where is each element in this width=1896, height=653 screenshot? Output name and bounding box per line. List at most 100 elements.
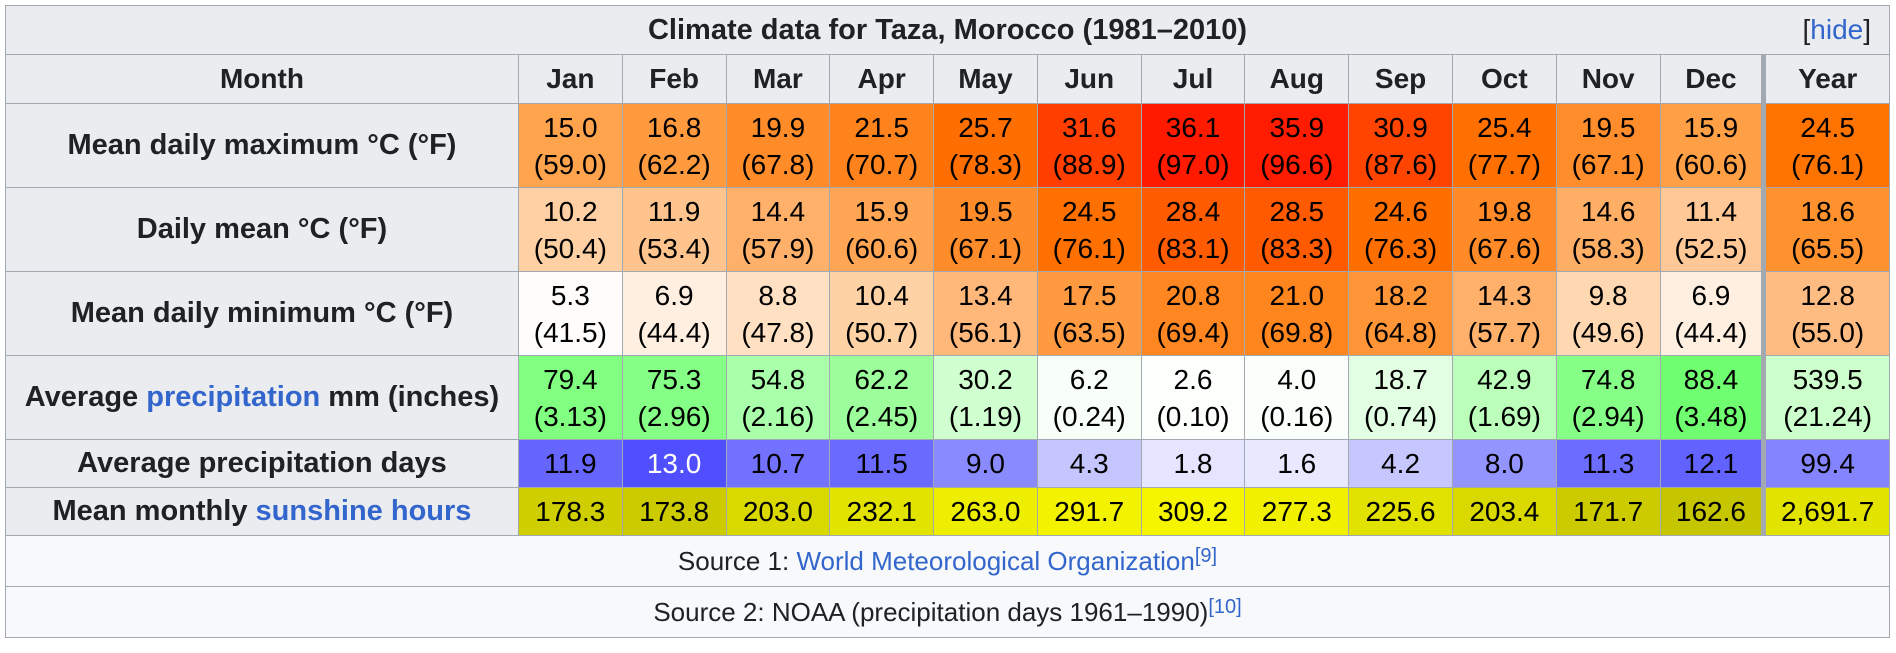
data-cell: 277.3 bbox=[1244, 487, 1350, 536]
cell-value: 2.6 bbox=[1173, 363, 1213, 395]
data-cell: 18.6 (65.5) bbox=[1761, 187, 1890, 272]
cell-fahrenheit: (44.4) bbox=[1674, 316, 1748, 348]
row-label-link[interactable]: sunshine hours bbox=[255, 495, 472, 527]
source-text: Source 1: World Meteorological Organizat… bbox=[5, 535, 1890, 587]
reference-link[interactable]: [10] bbox=[1208, 595, 1242, 618]
cell-fahrenheit: (83.3) bbox=[1260, 232, 1334, 264]
cell-fahrenheit: (67.1) bbox=[1571, 148, 1645, 180]
month-header-jan: Jan bbox=[517, 54, 623, 104]
cell-value: 19.5 bbox=[958, 195, 1013, 227]
cell-value: 31.6 bbox=[1061, 111, 1117, 143]
cell-fahrenheit: (69.4) bbox=[1156, 316, 1230, 348]
cell-value: 24.5 bbox=[1061, 195, 1117, 227]
cell-fahrenheit: (62.2) bbox=[637, 148, 711, 180]
data-cell: 12.8 (55.0) bbox=[1761, 271, 1890, 356]
cell-value: 225.6 bbox=[1365, 496, 1436, 527]
data-cell: 99.4 bbox=[1761, 439, 1890, 488]
cell-value: 12.8 bbox=[1800, 279, 1855, 311]
cell-value: 15.9 bbox=[854, 195, 909, 227]
data-cell: 10.7 bbox=[725, 439, 831, 488]
data-cell: 17.5 (63.5) bbox=[1036, 271, 1142, 356]
cell-fahrenheit: (1.19) bbox=[948, 400, 1023, 432]
cell-fahrenheit: (69.8) bbox=[1260, 316, 1334, 348]
cell-fahrenheit: (50.7) bbox=[845, 316, 919, 348]
data-cell: 10.2 (50.4) bbox=[517, 187, 623, 272]
cell-fahrenheit: (60.6) bbox=[1674, 148, 1748, 180]
cell-value: 6.2 bbox=[1069, 363, 1109, 395]
cell-fahrenheit: (58.3) bbox=[1571, 232, 1645, 264]
cell-value: 19.8 bbox=[1477, 195, 1532, 227]
cell-value: 4.3 bbox=[1069, 448, 1109, 479]
cell-fahrenheit: (55.0) bbox=[1791, 316, 1865, 348]
table-row: Average precipitation days 11.9 13.0 10.7 11… bbox=[5, 439, 1890, 488]
cell-value: 203.0 bbox=[742, 496, 813, 527]
month-header-jun: Jun bbox=[1036, 54, 1142, 104]
data-cell: 30.9 (87.6) bbox=[1348, 103, 1453, 188]
data-cell: 6.2 (0.24) bbox=[1036, 355, 1142, 440]
source-link[interactable]: World Meteorological Organization bbox=[796, 545, 1195, 576]
cell-fahrenheit: (1.69) bbox=[1467, 400, 1541, 432]
cell-value: 79.4 bbox=[543, 363, 598, 395]
cell-value: 54.8 bbox=[750, 363, 806, 395]
cell-value: 16.8 bbox=[646, 111, 702, 143]
month-header-mar: Mar bbox=[725, 54, 831, 104]
cell-fahrenheit: (2.16) bbox=[741, 400, 815, 432]
data-cell: 309.2 bbox=[1140, 487, 1246, 536]
cell-value: 14.4 bbox=[750, 195, 806, 227]
data-cell: 24.6 (76.3) bbox=[1348, 187, 1453, 272]
data-cell: 11.9 (53.4) bbox=[621, 187, 727, 272]
data-cell: 1.8 bbox=[1140, 439, 1246, 488]
cell-value: 263.0 bbox=[950, 496, 1021, 527]
cell-fahrenheit: (67.6) bbox=[1467, 232, 1541, 264]
data-cell: 14.6 (58.3) bbox=[1555, 187, 1661, 272]
data-cell: 13.0 bbox=[621, 439, 727, 488]
data-cell: 6.9 (44.4) bbox=[621, 271, 727, 356]
cell-value: 17.5 bbox=[1061, 279, 1117, 311]
cell-value: 10.4 bbox=[854, 279, 909, 311]
cell-fahrenheit: (59.0) bbox=[533, 148, 607, 180]
cell-fahrenheit: (88.9) bbox=[1052, 148, 1126, 180]
data-cell: 9.0 bbox=[933, 439, 1038, 488]
cell-value: 11.9 bbox=[544, 448, 597, 479]
row-label: Daily mean °C (°F) bbox=[5, 187, 519, 272]
reference-link[interactable]: [9] bbox=[1194, 544, 1218, 567]
data-cell: 21.5 (70.7) bbox=[829, 103, 935, 188]
data-cell: 25.7 (78.3) bbox=[933, 103, 1038, 188]
data-cell: 10.4 (50.7) bbox=[829, 271, 935, 356]
data-cell: 8.8 (47.8) bbox=[725, 271, 831, 356]
hide-link[interactable]: hide bbox=[1810, 14, 1864, 45]
cell-value: 88.4 bbox=[1683, 363, 1739, 395]
cell-value: 21.0 bbox=[1269, 279, 1325, 311]
data-cell: 12.1 bbox=[1659, 439, 1765, 488]
cell-value: 18.2 bbox=[1373, 279, 1428, 311]
row-label: Average precipitation mm (inches) bbox=[5, 355, 519, 440]
table-title: Climate data for Taza, Morocco (1981–201… bbox=[647, 13, 1248, 46]
cell-fahrenheit: (2.94) bbox=[1571, 400, 1645, 432]
month-header-aug: Aug bbox=[1244, 54, 1350, 104]
cell-value: 162.6 bbox=[1675, 496, 1746, 527]
cell-value: 25.7 bbox=[958, 111, 1013, 143]
cell-fahrenheit: (41.5) bbox=[533, 316, 607, 348]
cell-fahrenheit: (57.7) bbox=[1467, 316, 1541, 348]
source-row: Source 1: World Meteorological Organizat… bbox=[5, 535, 1890, 587]
cell-fahrenheit: (97.0) bbox=[1156, 148, 1230, 180]
cell-value: 11.9 bbox=[647, 195, 701, 227]
cell-value: 178.3 bbox=[535, 496, 606, 527]
cell-value: 11.4 bbox=[1684, 195, 1738, 227]
month-header-apr: Apr bbox=[829, 54, 935, 104]
cell-value: 4.2 bbox=[1381, 448, 1421, 479]
cell-value: 13.4 bbox=[958, 279, 1013, 311]
month-header-sep: Sep bbox=[1348, 54, 1453, 104]
data-cell: 19.8 (67.6) bbox=[1451, 187, 1557, 272]
cell-fahrenheit: (77.7) bbox=[1467, 148, 1541, 180]
cell-value: 35.9 bbox=[1269, 111, 1325, 143]
data-cell: 232.1 bbox=[829, 487, 935, 536]
cell-value: 309.2 bbox=[1157, 496, 1229, 527]
cell-fahrenheit: (67.8) bbox=[741, 148, 815, 180]
cell-fahrenheit: (57.9) bbox=[741, 232, 815, 264]
row-label-link[interactable]: precipitation bbox=[146, 381, 321, 413]
data-cell: 54.8 (2.16) bbox=[725, 355, 831, 440]
data-cell: 35.9 (96.6) bbox=[1244, 103, 1350, 188]
data-cell: 4.3 bbox=[1036, 439, 1142, 488]
cell-fahrenheit: (70.7) bbox=[845, 148, 919, 180]
